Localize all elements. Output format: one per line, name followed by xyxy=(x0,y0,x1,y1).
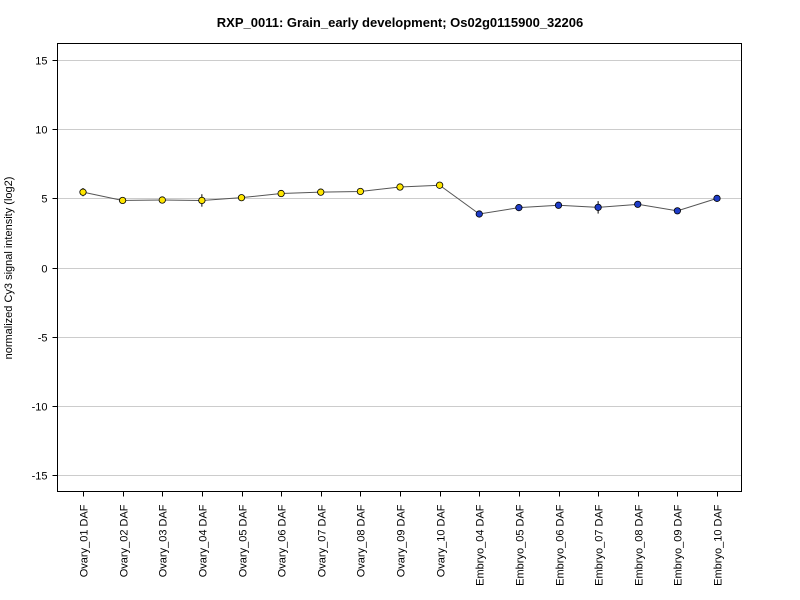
data-point xyxy=(673,207,681,215)
x-tick-label: Ovary_07 DAF xyxy=(317,504,329,577)
data-point xyxy=(198,196,206,205)
x-tick-label: Ovary_03 DAF xyxy=(158,504,170,577)
x-tick-label: Ovary_09 DAF xyxy=(396,504,408,577)
data-point xyxy=(317,188,325,196)
data-point xyxy=(634,200,642,208)
x-tick-label: Embryo_05 DAF xyxy=(515,504,527,586)
x-tick-label: Ovary_04 DAF xyxy=(198,504,210,577)
x-tick-label: Ovary_02 DAF xyxy=(119,504,131,577)
x-tick-label: Embryo_07 DAF xyxy=(594,504,606,586)
x-tick-label: Embryo_04 DAF xyxy=(475,504,487,586)
data-point xyxy=(594,203,602,211)
data-points xyxy=(79,181,721,218)
y-tick-label: 5 xyxy=(41,194,47,206)
data-point xyxy=(554,201,563,209)
y-tick-label: -15 xyxy=(32,471,48,483)
data-point xyxy=(277,189,285,198)
x-tick-label: Ovary_10 DAF xyxy=(436,504,448,577)
plot-frame xyxy=(57,43,742,492)
data-point xyxy=(713,194,721,202)
data-point xyxy=(158,196,166,204)
data-point xyxy=(475,210,483,218)
y-tick-label: -10 xyxy=(32,402,48,414)
x-tick-label: Embryo_08 DAF xyxy=(634,504,646,586)
data-point xyxy=(356,187,364,196)
data-point xyxy=(396,183,404,191)
x-tick-label: Ovary_06 DAF xyxy=(277,504,289,577)
y-tick-label: 0 xyxy=(41,264,47,276)
y-tick-label: 10 xyxy=(35,125,47,137)
x-axis: Ovary_01 DAF Ovary_02 DAF Ovary_03 DAF Ovar… xyxy=(79,491,725,586)
x-tick-label: Embryo_06 DAF xyxy=(555,504,567,586)
y-axis-label: normalized Cy3 signal intensity (log2) xyxy=(3,177,15,360)
y-axis: 15 10 5 0 -5 -10 -15 xyxy=(32,56,58,483)
y-tick-label: 15 xyxy=(35,56,47,68)
data-point xyxy=(515,204,523,212)
x-tick-label: Embryo_09 DAF xyxy=(673,504,685,586)
x-tick-label: Ovary_08 DAF xyxy=(356,504,368,577)
x-tick-label: Ovary_05 DAF xyxy=(238,504,250,577)
data-point xyxy=(79,188,87,196)
chart-title: RXP_0011: Grain_early development; Os02g… xyxy=(217,15,583,30)
grid-lines xyxy=(57,60,742,476)
x-tick-label: Embryo_10 DAF xyxy=(713,504,725,586)
x-tick-label: Ovary_01 DAF xyxy=(79,504,91,577)
data-point xyxy=(119,196,127,205)
data-point xyxy=(436,181,444,189)
data-point xyxy=(237,194,246,202)
y-tick-label: -5 xyxy=(38,333,48,345)
